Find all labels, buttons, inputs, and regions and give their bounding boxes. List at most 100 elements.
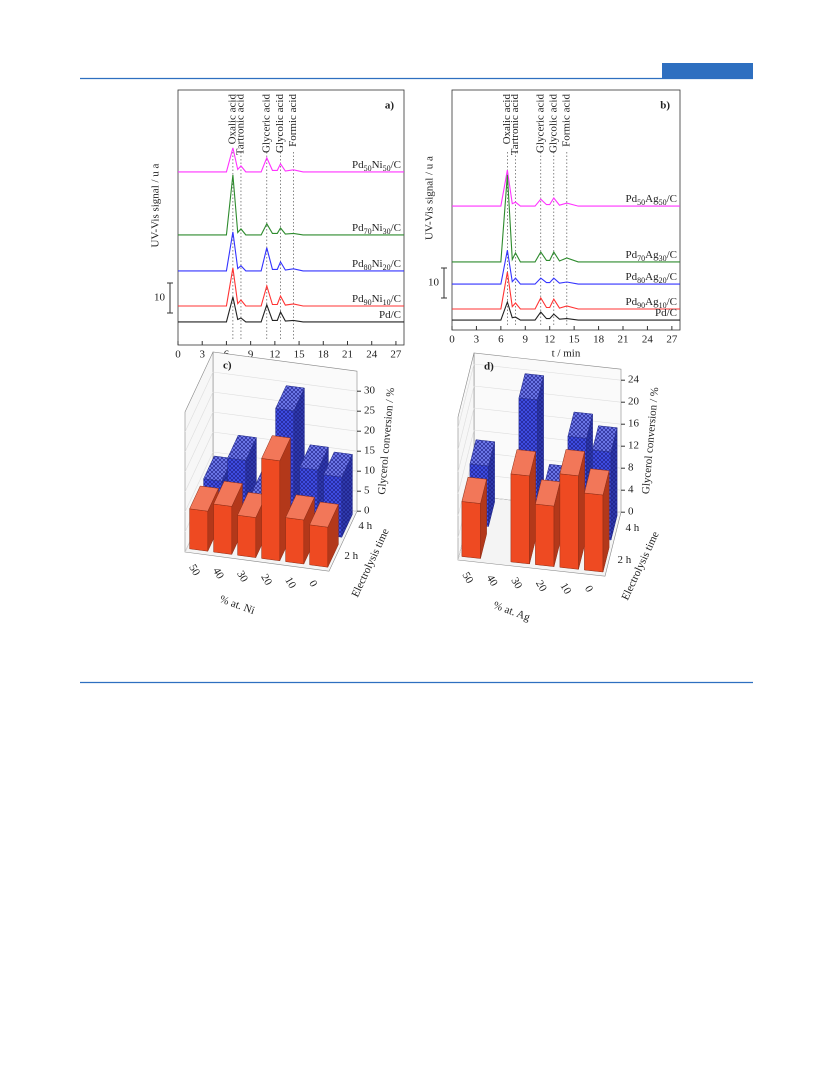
x-tick-label: 9 [248,349,254,361]
series-label: Pd80Ni20/C [352,257,401,272]
x-tick-label: 21 [342,349,353,361]
grid-line [184,411,214,473]
panel-label: a) [385,100,395,112]
x-tick-label: 21 [618,334,629,346]
bar-top-hatch [203,456,233,482]
series-line [452,272,680,310]
peak-label: Glycolic acid [547,94,559,153]
bar-top-hatch [567,412,593,439]
series-label: Pd50Ag50/C [626,193,677,208]
series-label: Pd50Ni50/C [352,158,401,173]
bar-top-hatch [299,444,329,470]
bar-front [261,458,281,562]
z-tick-label: 0 [364,505,370,517]
z-tick-label: 8 [628,462,634,474]
peak-label: Glyceric acid [534,94,546,153]
depth-label: 2 h [617,554,631,566]
bar-top [213,480,243,507]
bar-front [285,517,305,565]
grid-line [473,407,622,425]
grid-line [457,363,475,429]
bar-side-hatch [488,441,495,527]
series-line [452,170,680,207]
x-tick-label: 18 [318,349,330,361]
series-line [178,267,404,307]
depth-label: 2 h [344,550,358,562]
grid-line [457,429,475,495]
bar-top [189,485,219,512]
panel-label: c) [223,360,232,372]
bar-side-hatch [611,427,618,540]
peak-label: Formic acid [560,94,572,147]
bar-top [309,501,339,528]
peak-label: Glycolic acid [274,94,286,153]
x-tick-label: 0 [449,334,455,346]
bar-top-hatch [518,373,544,400]
series-label: Pd70Ag30/C [626,248,677,263]
x-tick-label: 12 [544,334,555,346]
bar-top-hatch [469,439,495,466]
x-tick-label: 27 [390,349,402,361]
series-label: Pd/C [655,307,677,319]
x-tick-label: 15 [569,334,581,346]
z-tick-label: 20 [628,396,640,408]
bar-front [213,503,233,555]
x-tick-label: 24 [642,334,654,346]
bar-top-hatch [592,425,618,452]
x-tick-label: 27 [666,334,678,346]
bar-top-hatch [275,385,305,411]
plot-frame [451,89,681,331]
bar-top-hatch [323,452,353,478]
bar-top [261,435,291,462]
peak-label: Tartronic acid [234,94,246,156]
y-axis-title: UV-Vis signal / u a [424,156,436,240]
bar-front [237,514,257,558]
series-line [452,300,680,321]
header-tab [662,63,753,78]
grid-line [457,385,475,451]
z-tick-label: 24 [628,374,640,386]
x-tick-label: 15 [294,349,306,361]
series-label: Pd/C [379,308,401,320]
bar-front [461,501,481,559]
scale-bar-label: 10 [428,277,440,289]
grid-line [457,407,475,473]
x-tick-label: 9 [523,334,529,346]
series-label: Pd90Ni10/C [352,293,401,308]
x-tick-label: 3 [474,334,480,346]
z-tick-label: 4 [628,484,634,496]
z-tick-label: 30 [364,385,376,397]
peak-label: Glyceric acid [260,94,272,153]
peak-label: Tartronic acid [509,94,521,156]
bar-top [584,468,610,496]
bar-front [559,473,579,570]
grid-line [184,431,214,493]
z-tick-label: 10 [364,465,376,477]
grid-line [473,385,622,403]
bar-front [189,508,209,552]
depth-label: 4 h [358,520,372,532]
series-line [452,250,680,285]
x-tick-label: 0 [306,578,319,589]
series-line [178,296,404,323]
bar-top [285,494,315,521]
bar-top [461,476,487,504]
series-line [178,147,404,173]
series-line [452,174,680,263]
series-label: Pd80Ag20/C [626,271,677,286]
x-tick-label: 3 [199,349,205,361]
peak-label: Formic acid [287,94,299,147]
peak-label: Oxalic acid [501,94,513,145]
bar-front [535,503,555,567]
x-tick-label: 24 [366,349,378,361]
series-label: Pd90Ag10/C [626,296,677,311]
z-tick-label: 12 [628,440,639,452]
panel-label: b) [660,100,670,112]
grid-line [184,391,214,453]
grid-line [184,371,214,433]
grid-line [212,371,358,392]
z-tick-label: 0 [628,506,634,518]
